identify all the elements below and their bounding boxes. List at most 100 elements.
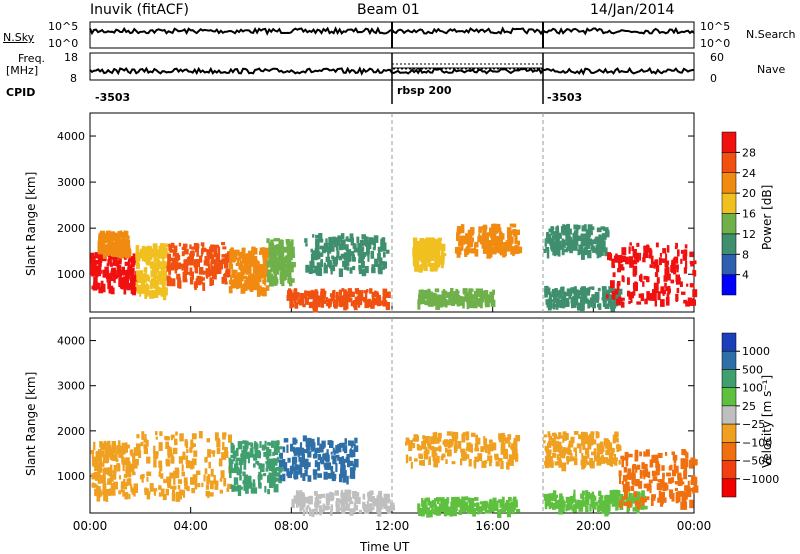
power-cell (676, 267, 679, 273)
velocity-cell (239, 464, 242, 474)
power-cell (631, 246, 635, 251)
velocity-cell (390, 502, 395, 509)
velocity-cell (580, 459, 586, 466)
velocity-cell (443, 507, 447, 517)
power-cell (149, 261, 154, 268)
power-cell (271, 278, 274, 286)
power-cell (327, 250, 330, 259)
velocity-cell (621, 480, 624, 485)
power-cell (94, 259, 99, 265)
power-cell (580, 233, 585, 238)
velocity-cell (162, 494, 167, 501)
velocity-cell (477, 453, 483, 461)
power-cell (618, 296, 622, 303)
velocity-cell (457, 441, 462, 449)
velocity-cell (612, 434, 616, 444)
velocity-cell (501, 507, 506, 513)
velocity-cell (362, 493, 366, 500)
power-cell (464, 293, 468, 301)
power-cell (492, 231, 497, 238)
power-cell (162, 256, 165, 265)
velocity-cell (219, 478, 223, 482)
power-cell (144, 266, 147, 274)
power-cell (157, 265, 162, 270)
velocity-cell (437, 437, 440, 442)
power-cell (423, 263, 428, 271)
freq-tick-bottom: 8 (70, 72, 77, 85)
power-cell (577, 302, 581, 311)
velocity-cell (143, 443, 148, 449)
power-cell (374, 301, 378, 306)
velocity-cell (264, 485, 267, 493)
power-cell (287, 263, 292, 272)
power-cell (358, 252, 363, 261)
power-cell (683, 267, 687, 274)
power-cell (582, 297, 588, 302)
velocity-cell (659, 501, 663, 507)
power-cell (666, 293, 670, 298)
velocity-cell (451, 496, 456, 505)
power-cell (334, 263, 338, 267)
power-cell (435, 247, 438, 256)
velocity-cell (387, 505, 392, 514)
velocity-cell (211, 450, 216, 454)
power-cell (378, 267, 383, 275)
velocity-cell (474, 497, 479, 501)
power-cell (454, 298, 458, 305)
velocity-cell (459, 501, 464, 509)
velocity-cell (580, 493, 585, 499)
velocity-cell (507, 436, 511, 441)
velocity-cell (616, 444, 621, 448)
velocity-cell (170, 485, 174, 490)
power-region-11 (544, 285, 623, 312)
velocity-cell (184, 481, 188, 487)
power-cell (565, 241, 568, 246)
velocity-cell (126, 481, 129, 486)
power-cell (139, 277, 145, 284)
power-cell (448, 297, 453, 303)
velocity-cell (548, 493, 553, 501)
power-cell (327, 299, 332, 305)
power-cell (642, 253, 646, 260)
velocity-cell (301, 454, 305, 462)
power-cell (437, 298, 443, 307)
power-cell (371, 264, 376, 272)
power-cell (456, 249, 459, 258)
power-cell (560, 226, 565, 234)
velocity-cell (446, 497, 450, 504)
power-cell (122, 241, 128, 248)
power-cell (189, 244, 192, 250)
velocity-colorbar-tick-label-0: 1000 (742, 345, 770, 358)
power-cell (222, 246, 227, 250)
velocity-cell (153, 459, 157, 468)
velocity-cell (586, 491, 591, 499)
power-cell (577, 290, 583, 295)
velocity-cell (677, 472, 682, 479)
power-cell (690, 298, 694, 304)
velocity-cell (183, 477, 188, 484)
power-cell (196, 252, 199, 257)
power-cell (636, 255, 640, 263)
velocity-cell (487, 447, 491, 455)
velocity-cell (130, 487, 133, 493)
velocity-colorbar-tick-label-3: 25 (742, 400, 756, 413)
velocity-cell (494, 453, 499, 458)
power-cell (110, 287, 115, 295)
velocity-cell (263, 452, 267, 457)
power-cell (332, 289, 336, 299)
velocity-cell (662, 472, 665, 479)
velocity-cell (318, 505, 323, 514)
power-cell (600, 226, 606, 230)
power-cell (198, 255, 203, 263)
velocity-cell (662, 482, 667, 492)
power-cell (309, 292, 314, 299)
power-cell (605, 231, 610, 237)
velocity-cell (101, 450, 104, 458)
power-cell (107, 280, 111, 290)
power-cell (364, 300, 369, 306)
power-cell (490, 301, 494, 307)
power-cell (427, 241, 430, 249)
power-cell (363, 240, 367, 246)
velocity-cell (479, 506, 483, 513)
power-cell (440, 294, 446, 301)
